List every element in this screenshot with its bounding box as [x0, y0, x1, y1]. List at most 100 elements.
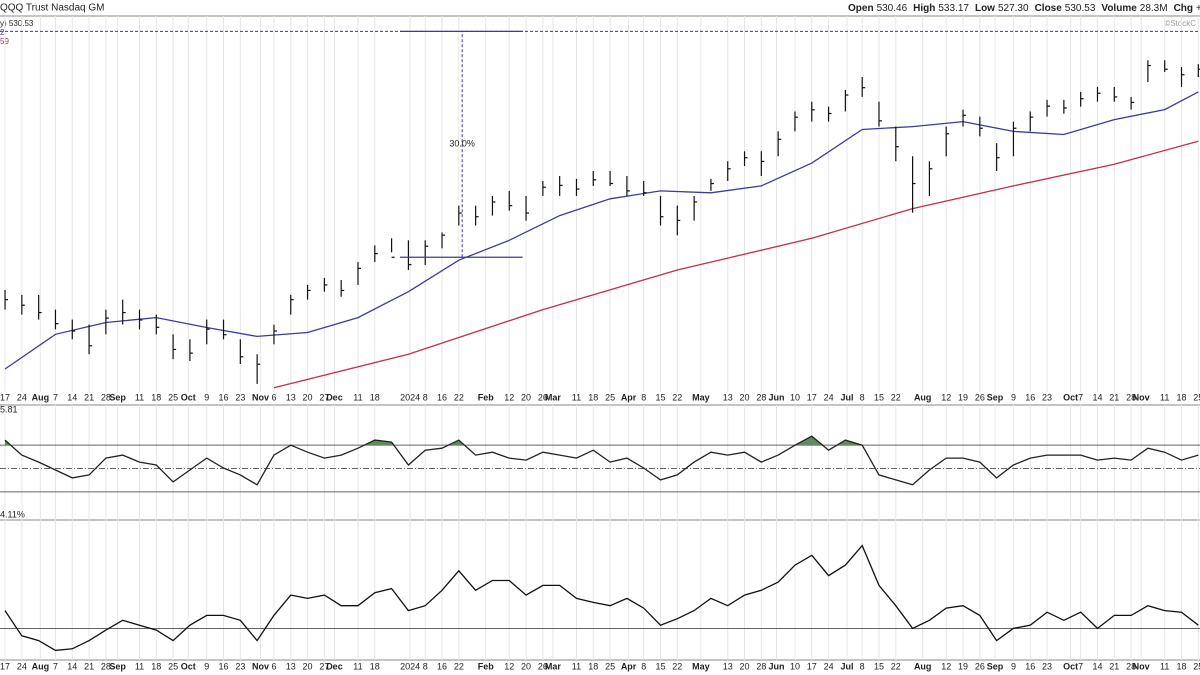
x-tick-label: Sep [987, 661, 1004, 671]
stat-label: Close [1035, 3, 1063, 14]
x-tick-label: 12 [941, 392, 951, 402]
indicator-line [4, 544, 1199, 652]
x-tick-label: 7 [53, 392, 58, 402]
x-tick-label: Jun [768, 661, 784, 671]
x-tick-label: 8 [860, 392, 865, 402]
x-tick-label: Apr [621, 661, 637, 671]
x-tick-label: 28 [756, 661, 766, 671]
x-tick-label: May [692, 392, 710, 402]
x-tick-label: 22 [672, 392, 682, 402]
x-tick-label: 24 [824, 661, 834, 671]
x-tick-label: 15 [655, 661, 665, 671]
x-tick-label: 26 [538, 392, 548, 402]
x-tick-label: 20 [303, 661, 313, 671]
x-tick-label: 18 [370, 661, 380, 671]
x-tick-label: 28 [1126, 392, 1136, 402]
x-tick-label: 24 [17, 392, 27, 402]
moving-average [273, 140, 1199, 389]
x-tick-label: 18 [588, 392, 598, 402]
x-tick-label: 18 [1177, 661, 1187, 671]
legend-entry: y) 530.53 [0, 19, 34, 28]
x-tick-label: 25 [605, 661, 615, 671]
x-tick-label: 22 [891, 392, 901, 402]
x-tick-label: Dec [326, 392, 343, 402]
watermark: ©StockC [1164, 19, 1196, 28]
x-tick-label: 8 [860, 661, 865, 671]
x-tick-label: Aug [914, 661, 932, 671]
stat-label: Low [975, 3, 995, 14]
x-tick-label: 16 [437, 661, 447, 671]
x-tick-label: 22 [891, 661, 901, 671]
x-tick-label: 10 [790, 392, 800, 402]
x-tick-label: 8 [641, 661, 646, 671]
legend-entry: 2 [0, 28, 5, 37]
x-tick-label: May [692, 661, 710, 671]
x-tick-label: Feb [478, 392, 495, 402]
x-tick-label: Oct [181, 392, 196, 402]
x-tick-label: 21 [1109, 392, 1119, 402]
x-tick-label: Apr [621, 392, 637, 402]
x-tick-label: 18 [151, 661, 161, 671]
x-tick-label: Jul [841, 392, 854, 402]
x-tick-label: Jun [768, 392, 784, 402]
measure-label: 30.0% [449, 139, 475, 149]
x-tick-label: 23 [1042, 661, 1052, 671]
x-tick-label: 20 [303, 392, 313, 402]
x-tick-label: 28 [1126, 661, 1136, 671]
x-tick-label: 28 [101, 661, 111, 671]
x-tick-label: Oct [1063, 392, 1078, 402]
x-tick-label: 17 [0, 661, 10, 671]
x-tick-label: 8 [641, 392, 646, 402]
x-tick-label: Aug [32, 661, 50, 671]
x-tick-label: 18 [588, 661, 598, 671]
chart-title: QQQ Trust Nasdaq GM [0, 3, 104, 14]
stat-label: High [913, 3, 935, 14]
x-tick-label: 16 [1025, 392, 1035, 402]
x-tick-label: 11 [572, 392, 581, 402]
x-tick-label: 25 [1193, 392, 1200, 402]
x-tick-label: 19 [958, 392, 968, 402]
x-tick-label: 18 [151, 392, 161, 402]
x-tick-label: 21 [1109, 661, 1119, 671]
x-tick-label: Oct [1063, 661, 1078, 671]
x-tick-label: 28 [101, 392, 111, 402]
x-tick-label: 13 [723, 661, 733, 671]
x-tick-label: 15 [874, 392, 884, 402]
x-tick-label: 10 [790, 661, 800, 671]
x-tick-label: 11 [353, 392, 362, 402]
stat-value: +4.03 [1196, 3, 1200, 14]
x-tick-label: 23 [235, 661, 245, 671]
x-tick-label: 17 [807, 661, 817, 671]
x-tick-label: 18 [370, 392, 380, 402]
stat-label: Open [848, 3, 874, 14]
x-tick-label: 2024 [400, 392, 420, 402]
x-tick-label: 12 [504, 661, 514, 671]
x-tick-label: 28 [756, 392, 766, 402]
x-tick-label: Aug [914, 392, 932, 402]
x-tick-label: 26 [975, 661, 985, 671]
x-tick-label: 6 [271, 392, 276, 402]
x-tick-label: 23 [235, 392, 245, 402]
x-tick-label: 11 [135, 392, 144, 402]
x-tick-label: 9 [1011, 661, 1016, 671]
x-tick-label: 6 [271, 661, 276, 671]
x-tick-label: Aug [32, 392, 50, 402]
x-tick-label: 16 [1025, 661, 1035, 671]
header-stats: Open 530.46 High 533.17 Low 527.30 Close 530.53… [848, 3, 1200, 14]
x-tick-label: Sep [987, 392, 1004, 402]
x-tick-label: Nov [1133, 392, 1150, 402]
stat-label: Volume [1101, 3, 1137, 14]
x-tick-label: 11 [353, 661, 362, 671]
x-tick-label: 7 [1078, 392, 1083, 402]
x-tick-label: 11 [572, 661, 581, 671]
stat-label: Chg [1174, 3, 1193, 14]
x-tick-label: 24 [17, 661, 27, 671]
stat-value: 530.53 [1065, 3, 1096, 14]
x-tick-label: 14 [67, 392, 77, 402]
x-tick-label: Mar [545, 661, 562, 671]
x-tick-label: 15 [874, 661, 884, 671]
indicator-label: 4.11% [0, 509, 25, 519]
x-tick-label: 18 [1177, 392, 1187, 402]
x-tick-label: Sep [109, 661, 126, 671]
x-tick-label: 8 [423, 661, 428, 671]
